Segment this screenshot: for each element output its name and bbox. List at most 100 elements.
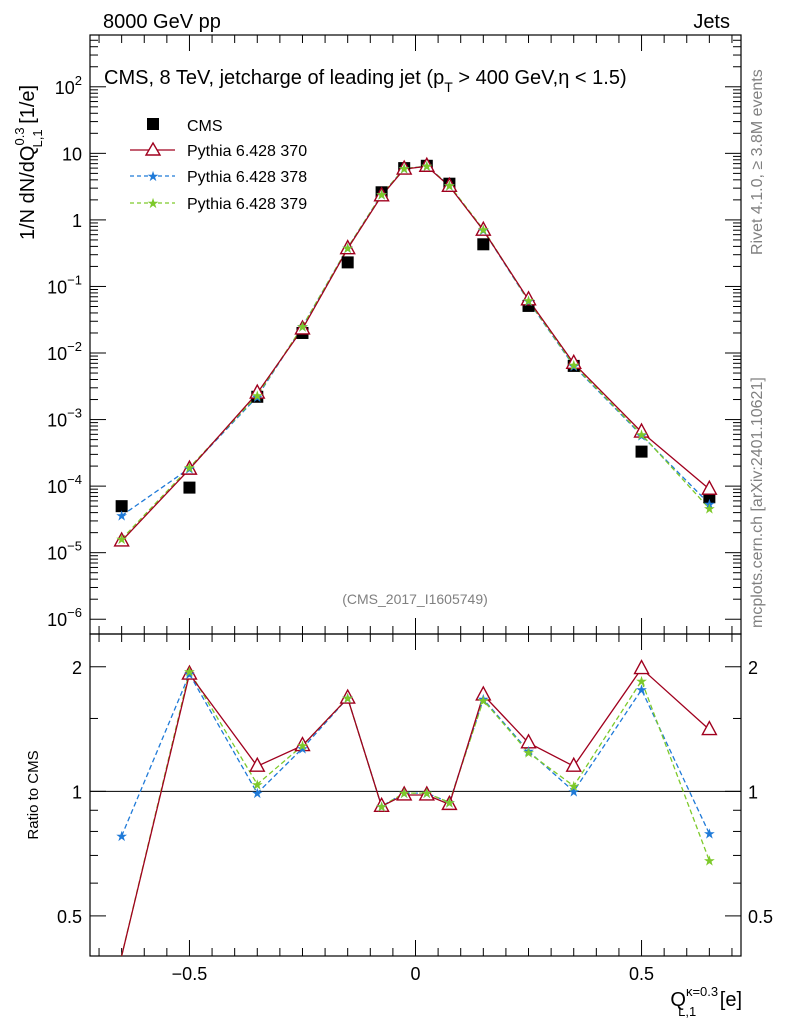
main-point-p379: ★ bbox=[398, 161, 411, 177]
ratio-axis-ticks: 0.5 0.5 1 1 2 2 −0.5 0 0.5 bbox=[57, 634, 773, 984]
plot-title: CMS, 8 TeV, jetcharge of leading jet (pT… bbox=[104, 67, 627, 95]
legend-marker-p378: ★ bbox=[147, 168, 160, 184]
ratio-point-p378: ★ bbox=[183, 666, 196, 682]
main-point-p379: ★ bbox=[183, 460, 196, 476]
main-point-cms bbox=[341, 256, 354, 269]
main-point-p378: ★ bbox=[296, 319, 309, 335]
ratio-point-p370 bbox=[441, 794, 458, 811]
main-point-p370 bbox=[520, 290, 537, 306]
main-point-p379: ★ bbox=[296, 319, 309, 335]
main-ytick-label: 10−3 bbox=[47, 406, 82, 431]
main-point-p370 bbox=[701, 479, 718, 495]
analysis-id: (CMS_2017_I1605749) bbox=[342, 591, 488, 607]
main-point-p378: ★ bbox=[398, 161, 411, 177]
ratio-point-p378: ★ bbox=[443, 794, 456, 810]
ratio-point-p370 bbox=[475, 685, 492, 701]
ratio-point-p379: ★ bbox=[296, 738, 309, 754]
ratio-point-p370 bbox=[701, 720, 718, 736]
main-axis-ticks: 10−6 10−5 10−4 10−3 10−2 10−1 1 10 102 bbox=[47, 34, 741, 634]
ratio-point-p378: ★ bbox=[522, 743, 535, 759]
main-point-p370 bbox=[339, 239, 356, 255]
main-point-p378: ★ bbox=[375, 187, 388, 203]
legend-marker-p379: ★ bbox=[147, 195, 160, 211]
xlabel: Qκ=0.3 L,1 [e] bbox=[670, 984, 742, 1019]
legend-label-p379: Pythia 6.428 379 bbox=[187, 196, 307, 213]
ratio-point-p378: ★ bbox=[421, 785, 434, 801]
main-point-p379: ★ bbox=[635, 426, 648, 442]
main-point-p370 bbox=[113, 531, 130, 547]
legend-label-p370: Pythia 6.428 370 bbox=[187, 143, 307, 160]
ratio-point-p379: ★ bbox=[703, 853, 716, 869]
main-point-p379: ★ bbox=[251, 387, 264, 403]
ratio-point-p378: ★ bbox=[635, 682, 648, 698]
main-point-p378: ★ bbox=[635, 427, 648, 443]
ratio-point-p370 bbox=[418, 785, 435, 801]
main-point-p378: ★ bbox=[341, 240, 354, 256]
mcplots-label: mcplots.cern.ch [arXiv:2401.10621] bbox=[749, 377, 766, 628]
ratio-ytick-label: 0.5 bbox=[57, 907, 82, 927]
ratio-point-p370 bbox=[565, 756, 582, 772]
main-point-p370 bbox=[441, 176, 458, 192]
main-point-cms bbox=[635, 445, 648, 458]
ratio-series-layer: ★★★★★★★ ★★★★★★★★★★★★★ ★★★★★★★ bbox=[115, 659, 718, 957]
legend-label-p378: Pythia 6.428 378 bbox=[187, 169, 307, 186]
main-point-p370 bbox=[249, 383, 266, 399]
ratio-point-p379: ★ bbox=[443, 794, 456, 810]
ratio-ytick-label: 2 bbox=[72, 658, 82, 678]
main-point-p378: ★ bbox=[443, 177, 456, 193]
main-point-p370 bbox=[181, 459, 198, 475]
ratio-point-p378: ★ bbox=[477, 691, 490, 707]
main-point-p379: ★ bbox=[421, 158, 434, 174]
ratio-point-p378: ★ bbox=[703, 826, 716, 842]
ratio-point-p370 bbox=[181, 664, 198, 680]
ratio-ylabel: Ratio to CMS bbox=[25, 750, 42, 839]
ratio-point-p370 bbox=[520, 733, 537, 749]
ratio-point-p379: ★ bbox=[477, 692, 490, 708]
ratio-ytick-label-right: 2 bbox=[748, 658, 758, 678]
main-point-p378: ★ bbox=[183, 460, 196, 476]
xtick-label: 0.5 bbox=[629, 964, 654, 984]
ratio-point-p370 bbox=[396, 785, 413, 801]
xtick-label: 0 bbox=[410, 964, 420, 984]
main-point-p378: ★ bbox=[522, 293, 535, 309]
main-point-cms bbox=[183, 481, 196, 494]
ratio-point-p378: ★ bbox=[567, 783, 580, 799]
main-point-p370 bbox=[418, 156, 435, 172]
ratio-point-p379: ★ bbox=[251, 776, 264, 792]
main-point-p370 bbox=[294, 319, 311, 335]
main-ytick-label: 10−6 bbox=[47, 605, 82, 630]
main-point-p379: ★ bbox=[341, 240, 354, 256]
main-point-p370 bbox=[565, 353, 582, 370]
main-point-p370 bbox=[633, 422, 650, 438]
ratio-point-p379: ★ bbox=[183, 663, 196, 679]
main-ytick-label: 10−1 bbox=[47, 272, 82, 297]
main-point-p378: ★ bbox=[421, 158, 434, 174]
ratio-point-p379: ★ bbox=[421, 785, 434, 801]
ratio-point-p378: ★ bbox=[115, 828, 128, 844]
rivet-label: Rivet 4.1.0, ≥ 3.8M events bbox=[749, 69, 766, 255]
ratio-point-p378: ★ bbox=[375, 798, 388, 814]
ratio-point-p370 bbox=[339, 688, 356, 704]
main-line-p379 bbox=[121, 165, 710, 540]
ratio-point-p378: ★ bbox=[251, 785, 264, 801]
main-point-p370 bbox=[373, 186, 390, 202]
ratio-point-p378: ★ bbox=[341, 690, 354, 706]
main-point-p378: ★ bbox=[477, 222, 490, 238]
main-point-p379: ★ bbox=[703, 501, 716, 517]
main-point-p370 bbox=[475, 220, 492, 236]
main-point-cms bbox=[115, 500, 128, 513]
main-ylabel: 1/N dN/dQ0.3 L,1 [1/e] bbox=[12, 85, 45, 240]
ratio-point-p379: ★ bbox=[398, 785, 411, 801]
ratio-point-p370 bbox=[373, 796, 390, 813]
ratio-point-p378: ★ bbox=[296, 740, 309, 756]
ratio-point-p379: ★ bbox=[635, 673, 648, 689]
ratio-point-p378: ★ bbox=[398, 785, 411, 801]
xtick-label: −0.5 bbox=[172, 964, 208, 984]
main-point-p379: ★ bbox=[522, 293, 535, 309]
main-point-p378: ★ bbox=[567, 358, 580, 374]
ratio-point-p370 bbox=[633, 659, 650, 675]
main-point-p379: ★ bbox=[567, 357, 580, 373]
legend-marker-p370 bbox=[144, 141, 162, 156]
main-ytick-label: 1 bbox=[72, 211, 82, 231]
main-point-p379: ★ bbox=[477, 221, 490, 237]
